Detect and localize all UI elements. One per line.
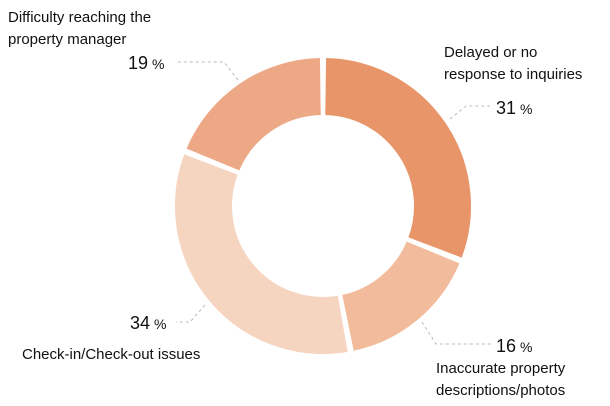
slice-inaccurate-descriptions (340, 239, 462, 353)
slice-label-inaccurate-descriptions: Inaccurate property descriptions/photos (436, 360, 569, 399)
slice-value-delayed-response: 31% (496, 98, 532, 118)
leader-line-inaccurate-descriptions (421, 321, 492, 345)
leader-line-delayed-response (449, 105, 490, 120)
slice-value-inaccurate-descriptions: 16% (496, 336, 532, 356)
leader-line-difficulty-reaching (178, 61, 239, 81)
slice-label-checkin-checkout: Check-in/Check-out issues (22, 346, 200, 363)
slice-label-delayed-response: Delayed or no response to inquiries (444, 44, 582, 83)
leader-line-checkin-checkout (176, 304, 206, 323)
slice-label-difficulty-reaching: Difficulty reaching the property manager (8, 9, 155, 48)
slice-value-checkin-checkout: 34% (130, 313, 166, 333)
slice-difficulty-reaching (184, 56, 323, 173)
donut-slices (173, 56, 473, 356)
slice-value-difficulty-reaching: 19% (128, 53, 164, 73)
slice-delayed-response (323, 56, 473, 260)
slice-checkin-checkout (173, 152, 350, 356)
leader-lines (176, 61, 492, 345)
